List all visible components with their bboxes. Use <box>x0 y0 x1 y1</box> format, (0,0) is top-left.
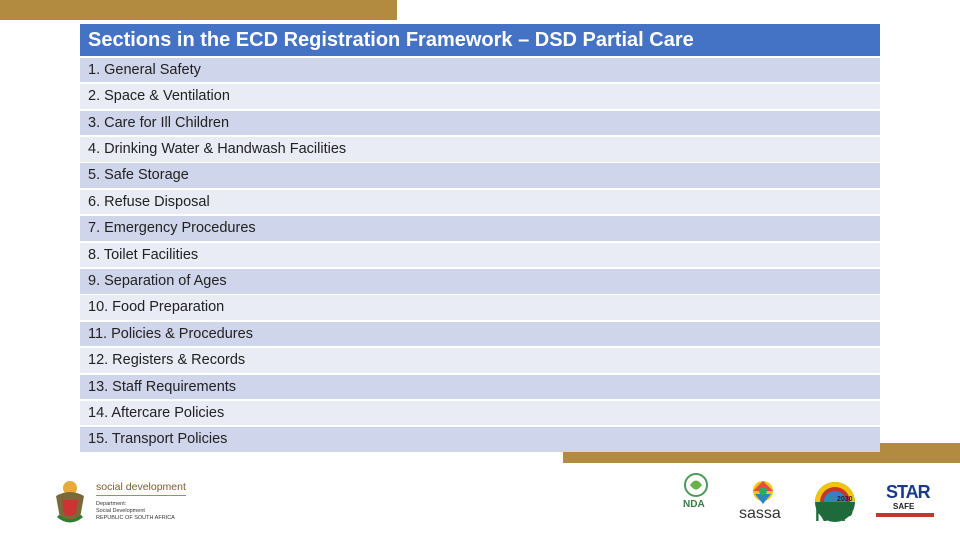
table-row: 7. Emergency Procedures <box>80 216 880 241</box>
top-accent-bar <box>0 0 397 20</box>
star-safe-band <box>876 513 934 517</box>
table-row: 8. Toilet Facilities <box>80 242 880 268</box>
dsd-line2: Social Development <box>96 508 145 514</box>
table-row: 10. Food Preparation <box>80 295 880 320</box>
table-row: 6. Refuse Disposal <box>80 189 880 215</box>
table-row: 14. Aftercare Policies <box>80 400 880 426</box>
nda-logo-icon <box>684 473 708 497</box>
dsd-divider <box>96 495 186 496</box>
ndp-logo-icon <box>815 482 855 522</box>
safe-text: SAFE <box>893 502 915 511</box>
coat-of-arms-icon <box>56 481 84 523</box>
table-row: 3. Care for Ill Children <box>80 110 880 136</box>
table-row: 11. Policies & Procedures <box>80 321 880 347</box>
dsd-name: social development <box>96 481 186 493</box>
sections-table: Sections in the ECD Registration Framewo… <box>80 24 880 452</box>
table-row: 9. Separation of Ages <box>80 269 880 294</box>
ndp-text: NDP <box>815 505 854 525</box>
table-header: Sections in the ECD Registration Framewo… <box>80 24 880 56</box>
table-row: 15. Transport Policies <box>80 427 880 452</box>
sassa-logo-icon <box>753 481 773 504</box>
table-row: 5. Safe Storage <box>80 163 880 188</box>
table-row: 4. Drinking Water & Handwash Facilities <box>80 137 880 162</box>
ndp-year: 2030 <box>837 496 853 503</box>
star-text: STAR <box>886 482 931 502</box>
dsd-line3: REPUBLIC OF SOUTH AFRICA <box>96 515 175 521</box>
sassa-text: sassa <box>739 505 781 522</box>
table-row: 2. Space & Ventilation <box>80 84 880 109</box>
nda-text: NDA <box>683 499 705 510</box>
dsd-line1: Department: <box>96 501 127 507</box>
table-row: 13. Staff Requirements <box>80 374 880 400</box>
footer-logos: social development Department: Social De… <box>0 470 960 540</box>
table-row: 12. Registers & Records <box>80 348 880 373</box>
table-row: 1. General Safety <box>80 57 880 83</box>
